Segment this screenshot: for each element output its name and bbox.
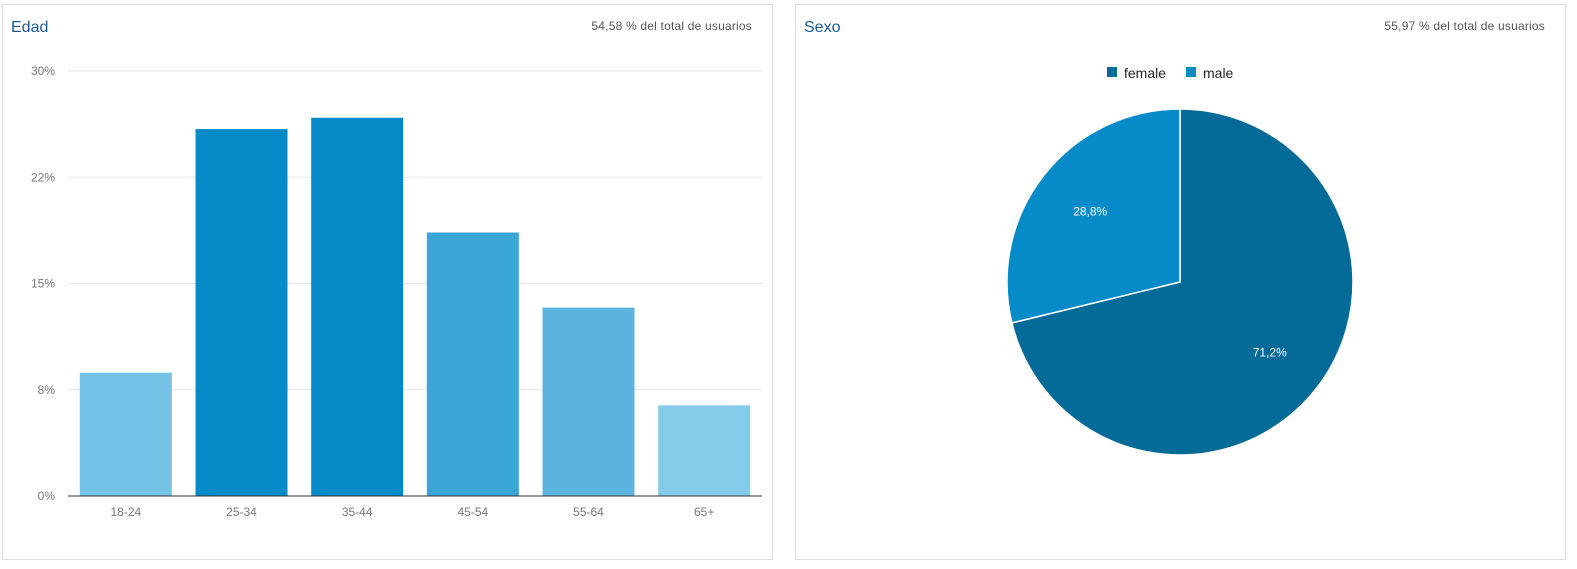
x-tick-label: 65+ — [694, 505, 714, 519]
sex-pie-chart: female male 71,2% 28,8% — [1006, 65, 1354, 456]
y-tick-label: 15% — [31, 277, 55, 291]
y-tick-label: 30% — [31, 64, 55, 78]
legend-label: male — [1203, 65, 1234, 81]
age-card-title: Edad — [11, 19, 49, 36]
slice-value-label: 71,2% — [1253, 346, 1287, 360]
x-tick-label: 45-54 — [457, 505, 488, 519]
bar — [426, 232, 519, 496]
pie-slice — [1011, 108, 1354, 456]
age-bar-chart: 0% 8% 15% 22% 30% 18-24 25-34 35-44 45-54 55-64 65… — [31, 64, 762, 519]
pie-slice — [1006, 108, 1181, 324]
slice-value-label: 28,8% — [1073, 204, 1107, 218]
legend-swatch — [1186, 67, 1196, 77]
sex-card: Sexo 55,97 % del total de usuarios femal… — [795, 4, 1566, 560]
bar — [311, 117, 404, 496]
y-tick-label: 0% — [38, 489, 56, 503]
y-tick-label: 22% — [31, 170, 55, 184]
y-tick-label: 8% — [38, 383, 56, 397]
bar — [542, 307, 635, 496]
bar — [195, 129, 288, 496]
x-tick-label: 18-24 — [110, 505, 141, 519]
x-tick-label: 55-64 — [573, 505, 604, 519]
x-tick-label: 25-34 — [226, 505, 257, 519]
sex-card-share: 55,97 % del total de usuarios — [1384, 19, 1545, 33]
sex-card-title: Sexo — [804, 19, 841, 36]
legend-label: female — [1124, 65, 1166, 81]
age-card-share: 54,58 % del total de usuarios — [591, 19, 752, 33]
bar — [79, 372, 172, 496]
x-tick-label: 35-44 — [342, 505, 373, 519]
age-card: Edad 54,58 % del total de usuarios 0% 8% 1… — [2, 4, 773, 560]
legend-swatch — [1107, 67, 1117, 77]
bar — [658, 405, 751, 496]
